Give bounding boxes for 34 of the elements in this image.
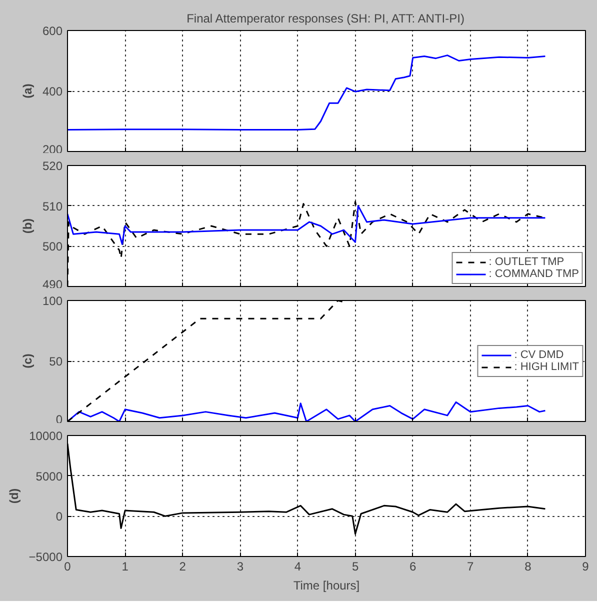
y-tick-label: 510 [42, 199, 63, 214]
x-tick-label: 3 [236, 560, 244, 574]
y-tick-label: 0 [56, 510, 63, 524]
y-tick-label: 10000 [29, 429, 63, 443]
y-tick-label: 600 [42, 24, 63, 38]
y-tick-label: 520 [42, 159, 63, 173]
y-axis-title: (a) [20, 84, 34, 98]
x-tick-label: 7 [467, 560, 474, 574]
legend-label: : COMMAND TMP [488, 268, 579, 280]
x-axis-title: Time [hours] [293, 578, 360, 592]
y-axis-title: (c) [20, 354, 34, 368]
line-series [68, 54, 546, 130]
x-tick-label: 8 [524, 560, 532, 574]
line-series [68, 401, 546, 422]
legend-label: : CV DMD [514, 348, 564, 360]
x-tick-label: 0 [64, 560, 72, 574]
y-tick-label: −5000 [28, 550, 63, 564]
line-series [68, 205, 546, 245]
legend-label: : OUTLET TMP [488, 256, 564, 268]
y-tick-label: 100 [42, 294, 63, 308]
x-tick-label: 5 [352, 560, 359, 574]
chart-title: Final Attemperator responses (SH: PI, ATT: ANTI-PI) [186, 12, 464, 26]
x-tick-label: 9 [582, 560, 590, 574]
x-tick-label: 1 [122, 560, 129, 574]
y-axis-title: (b) [20, 218, 34, 234]
y-tick-label: 50 [49, 354, 63, 368]
y-axis-title: (d) [6, 488, 21, 504]
x-tick-label: 4 [294, 560, 302, 574]
y-tick-label: 5000 [36, 469, 63, 484]
legend-label: : HIGH LIMIT [514, 360, 579, 372]
y-tick-label: 500 [42, 240, 63, 254]
y-tick-label: 400 [42, 84, 63, 98]
x-tick-label: 2 [179, 560, 186, 574]
x-tick-label: 6 [409, 560, 416, 574]
